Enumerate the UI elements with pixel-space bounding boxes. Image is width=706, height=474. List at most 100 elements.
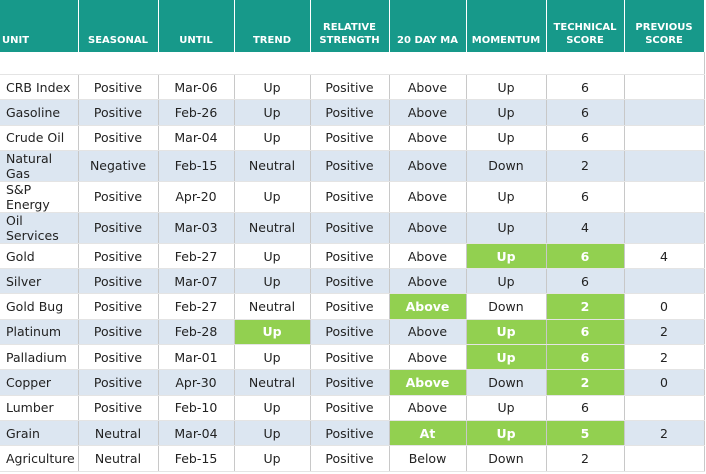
table-cell: Up	[466, 319, 547, 346]
table-cell: Neutral	[78, 420, 159, 447]
table-cell: Agriculture	[0, 445, 79, 472]
table-cell: Up	[466, 74, 547, 101]
table-cell	[624, 181, 705, 213]
table-cell: Above	[389, 395, 467, 421]
table-row: Copper Positive Apr-30 Neutral Positive Above…	[0, 369, 705, 396]
table-cell: Positive	[78, 125, 159, 151]
table-cell: Gold	[0, 243, 79, 270]
table-cell: Grain	[0, 420, 79, 447]
table-cell: Positive	[78, 181, 159, 213]
table-cell: Feb-15	[158, 445, 235, 472]
table-row: Platinum Positive Feb-28 Up Positive Above Up 6…	[0, 319, 705, 346]
table-cell: Up	[234, 243, 311, 270]
table-cell	[624, 150, 705, 182]
table-row: Gasoline Positive Feb-26 Up Positive Above Up 6	[0, 99, 705, 126]
table-cell: Positive	[310, 243, 390, 270]
table-cell: Crude Oil	[0, 125, 79, 151]
table-cell	[624, 74, 705, 101]
table-cell: CRB Index	[0, 74, 79, 101]
table-cell: 6	[546, 99, 625, 126]
header-row: UNIT SEASONAL UNTIL TREND RELATIVE STRENGTH 2…	[0, 0, 705, 52]
table-cell	[624, 395, 705, 421]
table-cell: Mar-07	[158, 268, 235, 295]
table-cell: Positive	[78, 319, 159, 346]
table-cell: Neutral	[78, 445, 159, 472]
table-cell: Apr-30	[158, 369, 235, 396]
spacer-row	[0, 52, 705, 75]
table-cell: Feb-10	[158, 395, 235, 421]
table-row: Lumber Positive Feb-10 Up Positive Above Up 6	[0, 395, 705, 421]
table-cell: Up	[466, 344, 547, 371]
table-cell: Feb-27	[158, 243, 235, 270]
table-cell: 6	[546, 243, 625, 270]
table-cell: Mar-04	[158, 125, 235, 151]
column-header: 20 DAY MA	[389, 0, 467, 52]
table-cell: Positive	[310, 212, 390, 244]
column-header: SEASONAL	[78, 0, 159, 52]
table-cell: Neutral	[234, 212, 311, 244]
table-cell	[624, 268, 705, 295]
table-cell: Above	[389, 99, 467, 126]
table-cell: Positive	[78, 395, 159, 421]
table-cell: Up	[466, 181, 547, 213]
table-cell: 6	[546, 344, 625, 371]
table-cell: Gold Bug	[0, 293, 79, 320]
table-cell: Platinum	[0, 319, 79, 346]
table-cell: Lumber	[0, 395, 79, 421]
table-cell: 6	[546, 125, 625, 151]
table-cell: Positive	[310, 395, 390, 421]
table-cell: Positive	[310, 293, 390, 320]
table-cell: Positive	[78, 268, 159, 295]
table-cell: Positive	[78, 99, 159, 126]
table-cell	[624, 212, 705, 244]
table-cell: Above	[389, 268, 467, 295]
table-cell: 2	[624, 344, 705, 371]
table-cell: Below	[389, 445, 467, 472]
table-cell: Up	[466, 395, 547, 421]
table-cell: Positive	[78, 212, 159, 244]
table-cell: Up	[466, 99, 547, 126]
table-cell: Positive	[78, 293, 159, 320]
table-cell: Up	[234, 181, 311, 213]
table-cell: Positive	[78, 243, 159, 270]
table-cell: 0	[624, 369, 705, 396]
table-cell: Up	[466, 268, 547, 295]
table-cell: Above	[389, 293, 467, 320]
table-row: CRB Index Positive Mar-06 Up Positive Above Up…	[0, 74, 705, 101]
table-cell: Down	[466, 150, 547, 182]
table-cell: 6	[546, 319, 625, 346]
table-cell: Feb-28	[158, 319, 235, 346]
table-row: S&P Energy Positive Apr-20 Up Positive Above U…	[0, 181, 705, 213]
table-cell: 0	[624, 293, 705, 320]
column-header: UNTIL	[158, 0, 235, 52]
table-cell: 2	[546, 293, 625, 320]
table-cell: Above	[389, 243, 467, 270]
table-cell: Positive	[310, 99, 390, 126]
table-cell: Neutral	[234, 150, 311, 182]
table-row: Natural Gas Negative Feb-15 Neutral Positive…	[0, 150, 705, 182]
table-row: Crude Oil Positive Mar-04 Up Positive Above Up…	[0, 125, 705, 151]
table-body: CRB Index Positive Mar-06 Up Positive Above Up…	[0, 52, 705, 472]
table-row: Silver Positive Mar-07 Up Positive Above Up 6	[0, 268, 705, 295]
table-cell: Positive	[310, 319, 390, 346]
spacer	[0, 52, 705, 75]
table-cell: 2	[546, 150, 625, 182]
table-cell: Neutral	[234, 293, 311, 320]
table-cell: Mar-06	[158, 74, 235, 101]
table-cell: Above	[389, 125, 467, 151]
table-cell: Gasoline	[0, 99, 79, 126]
table-cell: Down	[466, 445, 547, 472]
table-cell: 5	[546, 420, 625, 447]
table-cell: Up	[466, 420, 547, 447]
table-row: Palladium Positive Mar-01 Up Positive Above Up…	[0, 344, 705, 371]
table-cell: Palladium	[0, 344, 79, 371]
table-row: Grain Neutral Mar-04 Up Positive At Up 5 2	[0, 420, 705, 447]
table-cell: Up	[234, 125, 311, 151]
table-cell: Positive	[310, 344, 390, 371]
table-cell: At	[389, 420, 467, 447]
table-cell: Up	[234, 445, 311, 472]
table-cell: Feb-26	[158, 99, 235, 126]
table-cell: Above	[389, 74, 467, 101]
table-cell: Above	[389, 212, 467, 244]
